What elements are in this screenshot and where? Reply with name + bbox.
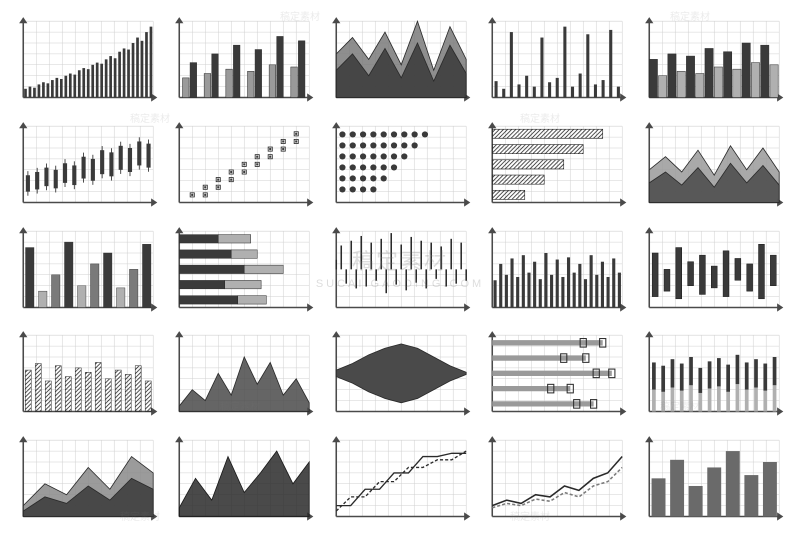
chart-area_double: [328, 15, 472, 106]
chart-stream: [328, 329, 472, 420]
chart-bar_box_varied: [641, 225, 785, 316]
chart-dot_matrix: [328, 120, 472, 211]
chart-scatter_diag: [171, 120, 315, 211]
chart-area_dark_peaks: [171, 434, 315, 525]
chart-grid: [15, 15, 785, 518]
chart-line_multi: [484, 434, 628, 525]
chart-bar_dense_even: [484, 225, 628, 316]
chart-area_wave_double: [641, 120, 785, 211]
chart-bar_sparse_tall: [484, 15, 628, 106]
chart-bar_h_stacked: [171, 225, 315, 316]
chart-bar_hatched_row: [15, 329, 159, 420]
chart-area_layered: [15, 434, 159, 525]
chart-bar_chunky: [641, 434, 785, 525]
chart-bar_thin_bi: [641, 329, 785, 420]
chart-waveform: [328, 225, 472, 316]
chart-bar_grouped: [171, 15, 315, 106]
chart-area_mountains: [171, 329, 315, 420]
chart-candlestick: [15, 120, 159, 211]
chart-line_step_multi: [328, 434, 472, 525]
chart-bar_horizontal: [484, 120, 628, 211]
chart-bar_dense_rising: [15, 15, 159, 106]
chart-bullet_h: [484, 329, 628, 420]
chart-bar_varied: [15, 225, 159, 316]
chart-bar_paired_wide: [641, 15, 785, 106]
